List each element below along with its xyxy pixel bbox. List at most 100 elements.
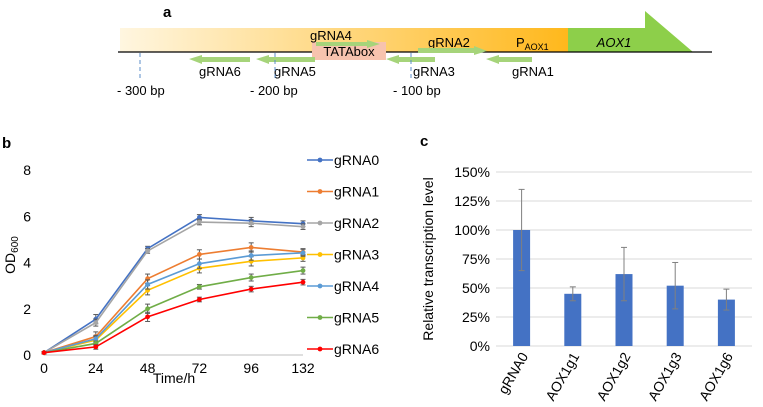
distance-300bp: - 300 bp — [117, 83, 165, 98]
series-line — [43, 216, 304, 354]
data-point — [93, 336, 99, 342]
gRNA2-label: gRNA2 — [428, 35, 470, 50]
legend-item-gRNA6: gRNA6 — [307, 341, 379, 357]
bar-x-tick-label: AOX1g6 — [696, 349, 736, 403]
legend-label: gRNA4 — [334, 278, 379, 294]
series-line — [43, 257, 304, 354]
bar-y-tick-label: 125% — [454, 193, 490, 209]
line-legend: gRNA0 gRNA1 gRNA2 gRNA3 gRNA4 gRNA5 gRNA6 — [307, 152, 379, 357]
data-point — [93, 344, 99, 350]
line-x-tick-label: 24 — [88, 360, 104, 376]
distance-100bp: - 100 bp — [393, 83, 441, 98]
series-line — [43, 281, 304, 354]
promoter-region — [120, 28, 568, 52]
panel-label-b: b — [2, 135, 11, 152]
legend-label: gRNA5 — [334, 310, 379, 326]
gRNA2-arrow — [418, 46, 487, 55]
legend-label: gRNA2 — [334, 215, 379, 231]
data-point — [248, 286, 254, 292]
bar-y-tick-label: 75% — [462, 251, 490, 267]
legend-label: gRNA6 — [334, 341, 379, 357]
data-point — [197, 219, 202, 225]
line-x-tick-label: 48 — [140, 360, 156, 376]
bar-x-tick-label: AOX1g1 — [542, 349, 582, 403]
bar-AOX1g3 — [666, 285, 684, 346]
bar-y-tick-label: 150% — [454, 164, 490, 180]
data-point — [300, 279, 306, 285]
bar-series — [513, 188, 735, 346]
data-point — [197, 261, 202, 267]
series-line — [43, 246, 304, 354]
bar-AOX1g2 — [615, 274, 633, 346]
legend-swatch-marker — [317, 252, 323, 257]
series-line — [43, 221, 304, 354]
data-point — [300, 250, 306, 256]
legend-swatch-marker — [317, 189, 323, 194]
bar-x-tick-label: gRNA0 — [495, 349, 532, 396]
bar-y-tick-label: 0% — [470, 338, 490, 354]
legend-item-gRNA3: gRNA3 — [307, 247, 379, 263]
gRNA3-label: gRNA3 — [413, 64, 455, 79]
transcription-chart: c 0% 25% 50% 75% 100% 125% 150% gRNA0 AOX1g1 AOX… — [420, 133, 752, 403]
bar-x-tick-label: AOX1g3 — [644, 349, 684, 403]
data-point — [145, 306, 151, 312]
bar-gRNA0 — [513, 230, 531, 346]
data-point — [197, 284, 202, 290]
legend-swatch-marker — [317, 220, 323, 226]
gRNA1-arrow — [486, 55, 532, 64]
series-line — [43, 251, 304, 354]
data-point — [145, 248, 151, 254]
tatabox-label: TATAbox — [323, 44, 375, 59]
bar-x-tick-labels: gRNA0 AOX1g1 AOX1g2 AOX1g3 AOX1g6 — [495, 349, 736, 403]
gRNA3-arrow — [386, 55, 435, 64]
promoter-diagram: a PAOX1 AOX1 TATAbox gRNA4 gRNA2 gRNA6 g… — [117, 4, 712, 98]
data-point — [93, 320, 99, 326]
data-point — [41, 350, 47, 356]
series-gRNA3 — [41, 253, 306, 356]
legend-label: gRNA1 — [334, 184, 379, 200]
legend-label: gRNA0 — [334, 152, 379, 168]
gRNA1-label: gRNA1 — [512, 64, 554, 79]
data-point — [197, 297, 202, 302]
data-point — [197, 252, 202, 257]
legend-swatch-marker — [317, 283, 323, 289]
panel-label-a: a — [163, 4, 172, 21]
legend-item-gRNA5: gRNA5 — [307, 310, 379, 326]
legend-item-gRNA4: gRNA4 — [307, 278, 379, 294]
bar-AOX1g1 — [564, 293, 582, 346]
series-gRNA4 — [41, 248, 306, 356]
data-point — [300, 268, 306, 273]
data-point — [248, 275, 254, 280]
gRNA5-label: gRNA5 — [274, 64, 316, 79]
legend-swatch-marker — [317, 346, 323, 352]
line-y-tick-label: 0 — [23, 347, 31, 363]
line-x-axis-label: Time/h — [153, 370, 195, 386]
gRNA6-arrow — [189, 55, 250, 64]
line-y-tick-label: 6 — [23, 208, 31, 224]
data-point — [145, 282, 151, 287]
bar-y-tick-label: 50% — [462, 280, 490, 296]
legend-item-gRNA2: gRNA2 — [307, 215, 379, 231]
bar-y-tick-label: 100% — [454, 222, 490, 238]
data-point — [248, 253, 254, 258]
data-point — [248, 245, 254, 250]
gene-label: AOX1 — [596, 35, 632, 50]
line-y-tick-label: 2 — [23, 301, 31, 317]
line-x-tick-label: 72 — [192, 360, 208, 376]
promoter-label: PAOX1 — [516, 35, 549, 52]
series-gRNA6 — [41, 278, 306, 356]
line-x-tick-label: 0 — [40, 360, 48, 376]
legend-label: gRNA3 — [334, 247, 379, 263]
line-series-group — [41, 214, 306, 356]
line-y-axis-label: OD600 — [2, 236, 21, 274]
data-point — [145, 314, 151, 320]
line-x-tick-label: 96 — [243, 360, 259, 376]
bar-AOX1g6 — [717, 299, 735, 346]
legend-swatch-marker — [317, 315, 323, 320]
line-y-tick-label: 4 — [23, 255, 31, 271]
distance-200bp: - 200 bp — [250, 83, 298, 98]
gRNA6-label: gRNA6 — [199, 64, 241, 79]
data-point — [197, 215, 202, 220]
